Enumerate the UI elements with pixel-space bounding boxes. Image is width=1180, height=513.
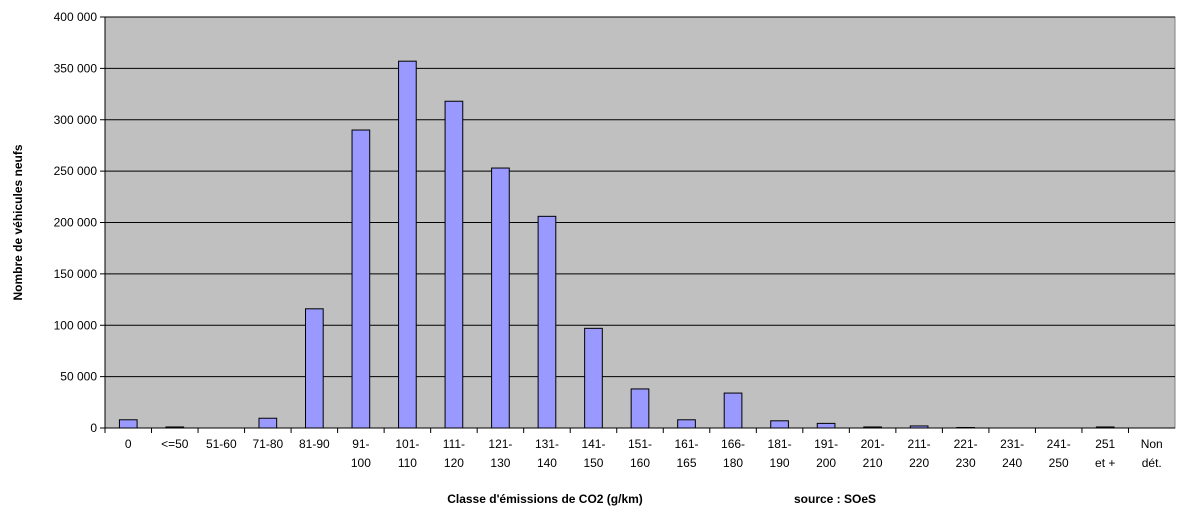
y-tick-label: 100 000 (54, 318, 98, 332)
bar (118, 419, 138, 429)
x-tick-label: 201-210 (861, 437, 885, 470)
x-tick-label: 161-165 (675, 437, 699, 470)
bar (584, 327, 603, 429)
x-tick-label: Non dét. (1141, 437, 1163, 470)
x-tick-label: 166-180 (721, 437, 745, 470)
bar (1095, 426, 1115, 429)
y-axis-title: Nombre de véhicules neufs (11, 144, 25, 300)
x-tick-label: 191-200 (814, 437, 838, 470)
bars (118, 60, 1115, 429)
x-tick-label: 51-60 (206, 437, 237, 451)
bar (863, 426, 882, 429)
x-tick-label: 251 et + (1095, 437, 1116, 470)
bar (537, 215, 557, 429)
bar (165, 426, 185, 429)
x-tick-label: 0 (125, 437, 132, 451)
x-tick-label: 71-80 (252, 437, 283, 451)
bar (398, 60, 417, 429)
bar (444, 100, 464, 429)
x-axis-title: Classe d'émissions de CO2 (g/km) (447, 492, 643, 506)
x-tick-label: 91-100 (351, 437, 371, 470)
bar (351, 129, 371, 429)
x-tick-label: 221-230 (954, 437, 978, 470)
bar (305, 308, 324, 429)
x-tick-label: 101-110 (395, 437, 419, 470)
y-tick-label: 400 000 (54, 10, 98, 24)
y-tick-label: 300 000 (54, 113, 98, 127)
source-note: source : SOeS (794, 492, 876, 506)
x-tick-label: 81-90 (299, 437, 330, 451)
bar (491, 167, 510, 429)
x-tick-label: 131-140 (535, 437, 559, 470)
y-tick-label: 250 000 (54, 164, 98, 178)
y-tick-labels: 0 50 000 100 000 150 000 200 000 250 000 300 0… (54, 10, 98, 435)
bar (816, 422, 836, 429)
x-tick-label: 231-240 (1000, 437, 1024, 470)
bar (677, 419, 696, 429)
y-tick-label: 50 000 (60, 370, 97, 384)
x-tick-label: 111-120 (443, 437, 465, 470)
x-tick-label: 121-130 (488, 437, 512, 470)
bar (723, 392, 743, 429)
y-tick-label: 0 (90, 421, 97, 435)
bar (909, 425, 929, 429)
bar (630, 388, 650, 429)
y-tick-label: 200 000 (54, 216, 98, 230)
x-tick-labels: 0 <=50 51-60 71-80 81-90 91-100 101-110 111-120… (125, 437, 1163, 470)
x-tick-label: 241-250 (1047, 437, 1071, 470)
y-tick-label: 350 000 (54, 61, 98, 75)
bar (258, 417, 278, 429)
x-tick-label: 211-220 (908, 437, 931, 470)
bar (770, 420, 789, 429)
y-tick-label: 150 000 (54, 267, 98, 281)
bar (956, 426, 975, 429)
x-tick-label: 181-190 (768, 437, 792, 470)
x-tick-label: <=50 (161, 437, 189, 451)
x-tick-label: 141-150 (581, 437, 605, 470)
gridlines (100, 16, 1175, 433)
x-tick-label: 151-160 (628, 437, 652, 470)
